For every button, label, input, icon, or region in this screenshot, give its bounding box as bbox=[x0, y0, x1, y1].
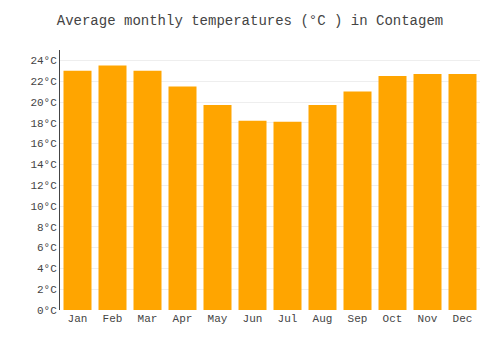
svg-text:Mar: Mar bbox=[138, 313, 158, 325]
svg-text:Dec: Dec bbox=[453, 313, 473, 325]
svg-text:14°C: 14°C bbox=[30, 159, 57, 171]
svg-text:10°C: 10°C bbox=[30, 201, 57, 213]
svg-text:Jan: Jan bbox=[68, 313, 88, 325]
svg-text:6°C: 6°C bbox=[37, 242, 57, 254]
svg-text:Aug: Aug bbox=[313, 313, 333, 325]
svg-text:16°C: 16°C bbox=[30, 138, 57, 150]
svg-text:May: May bbox=[208, 313, 228, 325]
svg-text:24°C: 24°C bbox=[30, 55, 57, 67]
svg-text:18°C: 18°C bbox=[30, 118, 57, 130]
svg-text:Jun: Jun bbox=[243, 313, 263, 325]
svg-text:Feb: Feb bbox=[103, 313, 123, 325]
svg-text:Apr: Apr bbox=[173, 313, 193, 325]
svg-text:22°C: 22°C bbox=[30, 76, 57, 88]
svg-text:Average monthly temperatures (: Average monthly temperatures (°C ) in Co… bbox=[57, 13, 443, 29]
svg-text:Jul: Jul bbox=[278, 313, 298, 325]
svg-text:2°C: 2°C bbox=[37, 284, 57, 296]
svg-text:4°C: 4°C bbox=[37, 263, 57, 275]
svg-text:Oct: Oct bbox=[383, 313, 403, 325]
svg-text:20°C: 20°C bbox=[30, 97, 57, 109]
svg-text:0°C: 0°C bbox=[37, 305, 57, 317]
svg-text:Nov: Nov bbox=[418, 313, 438, 325]
svg-text:12°C: 12°C bbox=[30, 180, 57, 192]
svg-text:8°C: 8°C bbox=[37, 222, 57, 234]
svg-text:Sep: Sep bbox=[348, 313, 368, 325]
